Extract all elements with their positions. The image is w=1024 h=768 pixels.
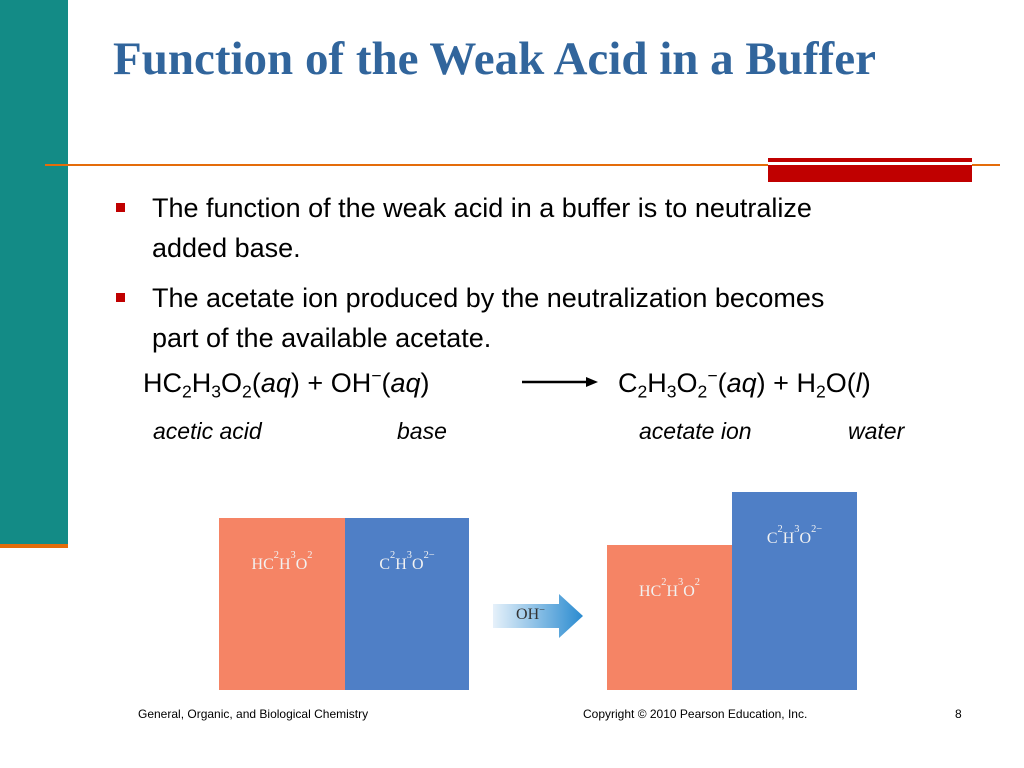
species-label: base bbox=[397, 418, 447, 444]
equation-products: C2H3O2−(aq) + H2O(l) bbox=[618, 365, 871, 402]
accent-bar bbox=[768, 158, 972, 182]
acetate-block: C 2 H 3 O 2− bbox=[732, 492, 857, 690]
bullet-marker bbox=[116, 203, 125, 212]
side-bar-line bbox=[0, 544, 68, 548]
species-label: acetate ion bbox=[639, 418, 752, 444]
species-label: water bbox=[848, 418, 905, 444]
reaction-arrow bbox=[522, 377, 598, 387]
oh-arrow bbox=[493, 594, 583, 638]
bullet-marker bbox=[116, 293, 125, 302]
bullet-text: The function of the weak acid in a buffe… bbox=[152, 193, 812, 263]
footer-left: General, Organic, and Biological Chemist… bbox=[138, 707, 369, 721]
equation-reactants: HC2H3O2(aq) + OH−(aq) bbox=[143, 365, 430, 402]
bullet-text: The acetate ion produced by the neutrali… bbox=[152, 283, 825, 353]
acid-block: HC 2 H 3 O 2 bbox=[607, 545, 732, 690]
page-number: 8 bbox=[955, 707, 962, 721]
title-rule bbox=[45, 164, 1000, 166]
title: Function of the Weak Acid in a Buffer bbox=[113, 33, 876, 85]
species-label: acetic acid bbox=[153, 418, 262, 444]
acetate-block: C 2 H 3 O 2− bbox=[345, 518, 469, 690]
side-bar bbox=[0, 0, 68, 545]
arrow-label: OH− bbox=[516, 604, 545, 623]
acid-block: HC 2 H 3 O 2 bbox=[219, 518, 345, 690]
footer-center: Copyright © 2010 Pearson Education, Inc. bbox=[583, 707, 808, 721]
